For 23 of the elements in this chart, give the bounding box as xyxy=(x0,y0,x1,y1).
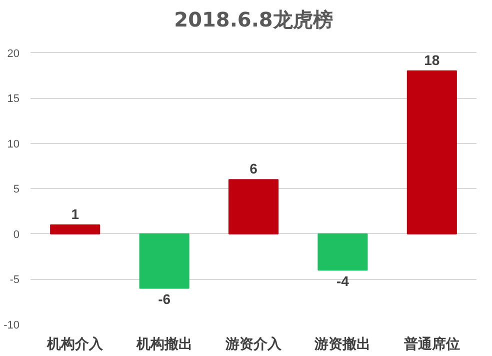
bar xyxy=(228,179,279,234)
x-tick-label: 机构介入 xyxy=(46,336,104,352)
y-tick-label: -10 xyxy=(4,320,20,332)
y-tick-label: 5 xyxy=(13,184,20,196)
bar xyxy=(139,233,190,289)
data-label: 6 xyxy=(250,160,258,177)
y-tick-label: 20 xyxy=(7,48,20,60)
y-tick-label: -5 xyxy=(10,274,20,286)
x-tick-label: 机构撤出 xyxy=(135,336,192,352)
bar xyxy=(406,70,457,234)
bar xyxy=(50,224,100,234)
data-label: 18 xyxy=(424,52,440,68)
data-label: 1 xyxy=(71,206,80,222)
y-tick-label: 0 xyxy=(13,228,20,241)
x-tick-label: 普通席位 xyxy=(402,336,460,352)
data-label: -6 xyxy=(158,291,171,308)
x-tick-label: 游资撤出 xyxy=(314,336,371,352)
y-tick-label: 10 xyxy=(7,138,20,150)
y-tick-label: 15 xyxy=(7,93,20,106)
bar xyxy=(318,233,368,271)
data-label: -4 xyxy=(336,273,350,290)
chart-title: 2018.6.8龙虎榜 xyxy=(174,8,333,32)
x-tick-label: 游资介入 xyxy=(224,336,282,352)
